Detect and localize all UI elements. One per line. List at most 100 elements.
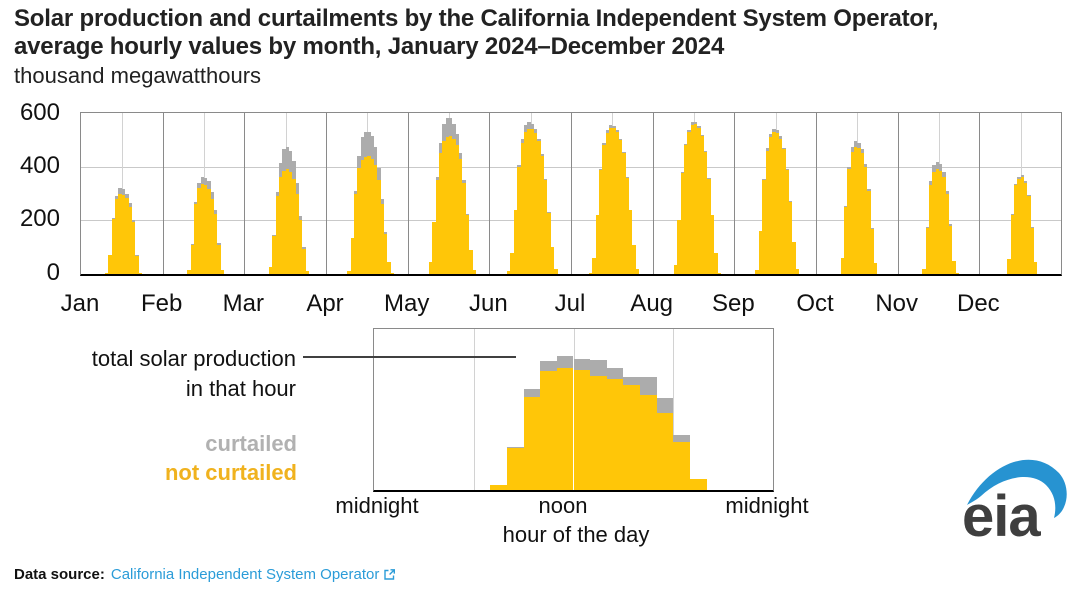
- bar-curtailed: [779, 136, 783, 139]
- bar-not-curtailed: [606, 378, 624, 490]
- bar-not-curtailed: [857, 147, 861, 274]
- bar-not-curtailed: [305, 271, 310, 274]
- bar-not-curtailed: [190, 244, 194, 274]
- bar-curtailed: [295, 182, 300, 194]
- bar-curtailed: [765, 148, 769, 151]
- bar-not-curtailed: [540, 370, 557, 490]
- bar-not-curtailed: [547, 212, 551, 274]
- bar-not-curtailed: [864, 166, 868, 274]
- bar-curtailed: [590, 359, 607, 376]
- bar-not-curtailed: [302, 248, 306, 274]
- bar-curtailed: [455, 134, 460, 146]
- bar-not-curtailed: [138, 272, 143, 274]
- bar-not-curtailed: [272, 236, 276, 274]
- bar-not-curtailed: [1020, 177, 1025, 274]
- bar-not-curtailed: [220, 269, 225, 274]
- bar-not-curtailed: [472, 269, 476, 274]
- bar-not-curtailed: [268, 267, 273, 274]
- eia-logo: eia: [962, 459, 1067, 542]
- bar-curtailed: [210, 192, 215, 199]
- bar-not-curtailed: [135, 255, 139, 274]
- bar-not-curtailed: [128, 206, 133, 274]
- data-source-line: Data source: California Independent Syst…: [14, 566, 396, 583]
- bar-curtailed: [775, 130, 780, 134]
- bar-not-curtailed: [592, 257, 596, 274]
- bar-not-curtailed: [1010, 214, 1014, 274]
- bar-not-curtailed: [507, 271, 511, 274]
- bar-not-curtailed: [590, 375, 607, 490]
- inset-xtick-midnight-left: midnight: [335, 493, 419, 518]
- bar-curtailed: [459, 153, 463, 159]
- bar-not-curtailed: [843, 206, 848, 274]
- bar-curtailed: [442, 123, 446, 142]
- bar-curtailed: [935, 161, 939, 170]
- bar-not-curtailed: [370, 158, 375, 274]
- data-source-link[interactable]: California Independent System Operator: [110, 566, 380, 583]
- bar-curtailed: [853, 140, 858, 147]
- bar-not-curtailed: [530, 129, 535, 274]
- bar-not-curtailed: [544, 180, 548, 274]
- month-label-jul: Jul: [554, 290, 586, 317]
- eia-logo-text: eia: [962, 484, 1041, 542]
- bar-not-curtailed: [111, 219, 115, 274]
- bar-not-curtailed: [1007, 259, 1011, 274]
- bar-not-curtailed: [465, 214, 470, 274]
- bar-curtailed: [707, 178, 711, 179]
- bar-not-curtailed: [299, 220, 303, 274]
- bar-curtailed: [115, 195, 119, 199]
- bar-not-curtailed: [635, 268, 640, 274]
- gridline-6pm: [673, 329, 675, 490]
- bar-not-curtailed: [758, 231, 763, 274]
- bar-not-curtailed: [785, 169, 790, 274]
- month-cell-apr: [326, 113, 408, 274]
- bar-curtailed: [370, 135, 375, 159]
- gridline-6am: [473, 329, 475, 490]
- bar-not-curtailed: [938, 170, 943, 274]
- month-label-aug: Aug: [630, 290, 674, 317]
- month-label-jun: Jun: [468, 290, 508, 317]
- bar-curtailed: [360, 137, 364, 160]
- inset-xtick-midnight-right: midnight: [725, 493, 809, 518]
- month-cell-jun: [489, 113, 571, 274]
- month-label-oct: Oct: [796, 290, 834, 317]
- bar-curtailed: [619, 138, 623, 140]
- bar-not-curtailed: [438, 153, 443, 274]
- bar-curtailed: [523, 125, 528, 132]
- bar-not-curtailed: [775, 133, 780, 274]
- y-tick-200: 200: [19, 205, 60, 232]
- bar-not-curtailed: [690, 125, 694, 274]
- bar-curtailed: [942, 172, 946, 178]
- bar-not-curtailed: [534, 133, 538, 274]
- bar-not-curtailed: [118, 193, 122, 274]
- bar-not-curtailed: [132, 221, 136, 274]
- bar-not-curtailed: [1017, 178, 1021, 274]
- bar-curtailed: [612, 125, 616, 128]
- bar-not-curtailed: [598, 169, 603, 274]
- bar-not-curtailed: [350, 237, 354, 274]
- bar-curtailed: [438, 142, 443, 154]
- bar-not-curtailed: [462, 182, 466, 274]
- bar-curtailed: [673, 435, 690, 442]
- bar-curtailed: [1024, 181, 1028, 183]
- bar-curtailed: [374, 146, 378, 166]
- bar-curtailed: [544, 178, 548, 181]
- month-label-apr: Apr: [306, 290, 344, 317]
- bar-curtailed: [573, 358, 591, 371]
- bar-not-curtailed: [537, 141, 541, 274]
- bar-not-curtailed: [622, 153, 626, 274]
- bar-curtailed: [656, 398, 674, 413]
- external-link-icon[interactable]: [383, 568, 396, 581]
- month-cell-feb: [162, 113, 245, 274]
- bar-not-curtailed: [217, 244, 221, 274]
- data-source-prefix: Data source:: [14, 566, 105, 583]
- bar-curtailed: [608, 125, 613, 128]
- bar-curtailed: [700, 134, 705, 136]
- bar-not-curtailed: [527, 129, 531, 274]
- bar-not-curtailed: [353, 193, 358, 274]
- bar-curtailed: [768, 133, 773, 138]
- inset-xtick-noon: noon: [538, 493, 588, 518]
- bar-not-curtailed: [656, 412, 674, 490]
- bar-curtailed: [847, 166, 851, 170]
- bar-not-curtailed: [772, 131, 776, 274]
- bar-not-curtailed: [683, 145, 688, 274]
